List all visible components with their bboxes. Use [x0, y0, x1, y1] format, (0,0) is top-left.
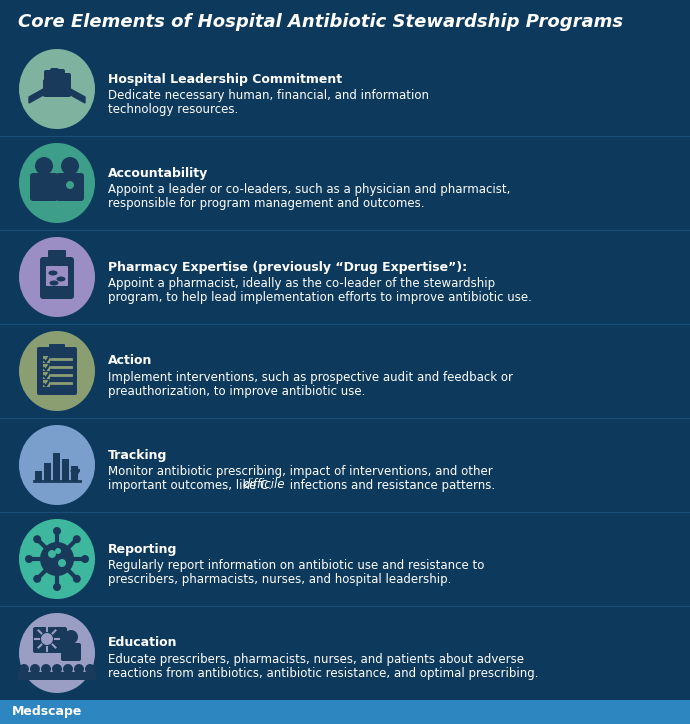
- Text: Dedicate necessary human, financial, and information: Dedicate necessary human, financial, and…: [108, 88, 429, 101]
- Circle shape: [73, 535, 81, 543]
- Circle shape: [53, 527, 61, 535]
- Text: Implement interventions, such as prospective audit and feedback or: Implement interventions, such as prospec…: [108, 371, 513, 384]
- Circle shape: [19, 664, 29, 674]
- FancyBboxPatch shape: [43, 79, 71, 97]
- Ellipse shape: [48, 271, 57, 276]
- FancyBboxPatch shape: [30, 173, 58, 201]
- Text: Regularly report information on antibiotic use and resistance to: Regularly report information on antibiot…: [108, 558, 484, 571]
- FancyBboxPatch shape: [49, 344, 65, 354]
- Text: prescribers, pharmacists, nurses, and hospital leadership.: prescribers, pharmacists, nurses, and ho…: [108, 573, 451, 586]
- FancyBboxPatch shape: [40, 672, 52, 680]
- FancyBboxPatch shape: [44, 70, 53, 88]
- Text: preauthorization, to improve antibiotic use.: preauthorization, to improve antibiotic …: [108, 384, 366, 397]
- FancyBboxPatch shape: [50, 68, 59, 86]
- FancyBboxPatch shape: [61, 643, 81, 661]
- FancyBboxPatch shape: [46, 266, 68, 286]
- FancyBboxPatch shape: [71, 466, 78, 481]
- FancyBboxPatch shape: [18, 672, 30, 680]
- Text: important outcomes, like C.: important outcomes, like C.: [108, 479, 276, 492]
- Text: Core Elements of Hospital Antibiotic Stewardship Programs: Core Elements of Hospital Antibiotic Ste…: [18, 13, 623, 31]
- Ellipse shape: [19, 143, 95, 223]
- FancyBboxPatch shape: [62, 459, 69, 481]
- Circle shape: [85, 664, 95, 674]
- FancyBboxPatch shape: [29, 672, 41, 680]
- Ellipse shape: [19, 613, 95, 693]
- Text: Hospital Leadership Commitment: Hospital Leadership Commitment: [108, 72, 342, 85]
- Ellipse shape: [19, 237, 95, 317]
- FancyBboxPatch shape: [62, 672, 74, 680]
- Text: reactions from antibiotics, antibiotic resistance, and optimal prescribing.: reactions from antibiotics, antibiotic r…: [108, 667, 538, 680]
- Ellipse shape: [19, 49, 95, 129]
- Polygon shape: [29, 87, 52, 103]
- Circle shape: [41, 633, 53, 645]
- Ellipse shape: [50, 280, 59, 285]
- FancyBboxPatch shape: [51, 672, 63, 680]
- Text: difficile: difficile: [242, 479, 285, 492]
- Circle shape: [63, 664, 73, 674]
- FancyBboxPatch shape: [73, 672, 85, 680]
- FancyBboxPatch shape: [43, 363, 50, 371]
- Circle shape: [25, 555, 33, 563]
- FancyBboxPatch shape: [40, 257, 74, 299]
- FancyBboxPatch shape: [43, 371, 50, 379]
- Ellipse shape: [57, 277, 66, 282]
- Circle shape: [74, 664, 84, 674]
- FancyBboxPatch shape: [62, 73, 71, 91]
- FancyBboxPatch shape: [33, 627, 67, 653]
- Ellipse shape: [19, 425, 95, 505]
- Text: infections and resistance patterns.: infections and resistance patterns.: [286, 479, 495, 492]
- Text: Educate prescribers, pharmacists, nurses, and patients about adverse: Educate prescribers, pharmacists, nurses…: [108, 652, 524, 665]
- Circle shape: [48, 550, 56, 558]
- Text: Appoint a pharmacist, ideally as the co-leader of the stewardship: Appoint a pharmacist, ideally as the co-…: [108, 277, 495, 290]
- Circle shape: [33, 575, 41, 583]
- FancyBboxPatch shape: [56, 69, 65, 87]
- Text: program, to help lead implementation efforts to improve antibiotic use.: program, to help lead implementation eff…: [108, 290, 532, 303]
- Text: technology resources.: technology resources.: [108, 103, 238, 116]
- Text: Tracking: Tracking: [108, 448, 168, 461]
- FancyBboxPatch shape: [84, 672, 96, 680]
- Polygon shape: [62, 87, 85, 103]
- FancyBboxPatch shape: [43, 379, 50, 387]
- FancyBboxPatch shape: [43, 355, 50, 363]
- FancyBboxPatch shape: [48, 250, 66, 261]
- Circle shape: [41, 664, 51, 674]
- FancyBboxPatch shape: [37, 347, 77, 395]
- Text: responsible for program management and outcomes.: responsible for program management and o…: [108, 196, 424, 209]
- Circle shape: [33, 535, 41, 543]
- Ellipse shape: [19, 331, 95, 411]
- FancyBboxPatch shape: [44, 463, 51, 481]
- FancyBboxPatch shape: [0, 700, 690, 724]
- Circle shape: [52, 664, 62, 674]
- Text: Reporting: Reporting: [108, 542, 177, 555]
- Circle shape: [30, 664, 40, 674]
- FancyBboxPatch shape: [35, 471, 42, 481]
- Circle shape: [40, 542, 74, 576]
- Circle shape: [35, 157, 53, 175]
- FancyBboxPatch shape: [53, 453, 60, 481]
- Text: Accountability: Accountability: [108, 167, 208, 180]
- Circle shape: [53, 583, 61, 591]
- Circle shape: [61, 157, 79, 175]
- Circle shape: [58, 559, 66, 567]
- Text: Appoint a leader or co-leaders, such as a physician and pharmacist,: Appoint a leader or co-leaders, such as …: [108, 182, 511, 195]
- Text: Pharmacy Expertise (previously “Drug Expertise”):: Pharmacy Expertise (previously “Drug Exp…: [108, 261, 467, 274]
- Circle shape: [81, 555, 89, 563]
- Text: Education: Education: [108, 636, 177, 649]
- Text: Monitor antibiotic prescribing, impact of interventions, and other: Monitor antibiotic prescribing, impact o…: [108, 465, 493, 478]
- Circle shape: [55, 548, 61, 554]
- Circle shape: [73, 575, 81, 583]
- Text: Medscape: Medscape: [12, 705, 82, 718]
- Ellipse shape: [19, 519, 95, 599]
- FancyBboxPatch shape: [56, 173, 84, 201]
- Circle shape: [66, 181, 74, 189]
- Circle shape: [64, 630, 78, 644]
- Text: Action: Action: [108, 355, 152, 368]
